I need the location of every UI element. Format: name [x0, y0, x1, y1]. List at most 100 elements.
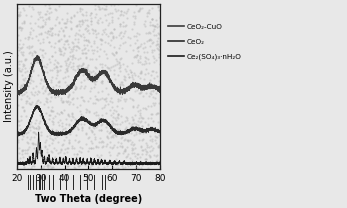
Point: [143, 149, 148, 152]
Point: [113, 77, 118, 81]
Point: [147, 155, 152, 158]
Point: [110, 146, 115, 149]
Point: [61, 43, 67, 46]
Point: [44, 86, 50, 89]
Point: [37, 120, 43, 123]
Point: [48, 109, 54, 113]
Point: [86, 126, 92, 129]
Point: [39, 156, 44, 159]
Point: [95, 32, 101, 35]
Point: [38, 63, 43, 66]
Point: [68, 15, 74, 19]
Point: [62, 75, 68, 78]
Point: [146, 38, 152, 41]
Point: [29, 124, 35, 127]
Point: [61, 52, 67, 55]
Point: [66, 131, 71, 134]
Point: [151, 60, 157, 63]
Point: [54, 112, 60, 115]
Point: [147, 31, 152, 34]
Point: [148, 90, 154, 93]
Point: [109, 119, 115, 123]
Point: [147, 91, 153, 94]
Point: [147, 38, 153, 41]
Point: [47, 92, 53, 95]
Point: [43, 18, 48, 21]
Point: [49, 75, 55, 79]
Point: [133, 89, 138, 93]
Point: [64, 165, 69, 168]
Point: [94, 145, 99, 148]
Point: [44, 12, 49, 16]
Point: [49, 78, 54, 81]
Point: [96, 54, 102, 57]
Point: [63, 135, 69, 139]
Point: [83, 26, 88, 30]
Point: [94, 36, 99, 39]
Point: [129, 62, 135, 65]
Point: [49, 26, 54, 30]
Point: [37, 81, 43, 84]
Point: [24, 131, 29, 134]
Point: [106, 42, 111, 45]
Point: [37, 113, 43, 117]
Point: [19, 68, 25, 71]
Point: [95, 145, 101, 149]
Point: [127, 36, 133, 40]
Point: [27, 128, 33, 131]
Point: [135, 50, 141, 53]
Point: [24, 114, 29, 118]
Point: [104, 99, 109, 103]
Point: [93, 79, 99, 82]
Point: [23, 66, 28, 69]
Point: [31, 50, 37, 53]
Point: [88, 163, 94, 167]
Point: [79, 95, 84, 98]
Point: [54, 70, 60, 73]
Point: [66, 99, 71, 103]
Point: [70, 103, 76, 106]
Point: [69, 146, 75, 150]
Point: [68, 27, 74, 31]
Point: [67, 160, 73, 163]
Point: [89, 141, 94, 145]
Point: [133, 130, 139, 133]
Point: [51, 63, 57, 66]
Point: [137, 159, 143, 162]
Point: [118, 141, 123, 144]
Point: [62, 160, 68, 163]
Point: [112, 4, 117, 7]
Point: [153, 59, 159, 62]
Point: [33, 35, 39, 38]
Point: [103, 52, 109, 56]
Point: [83, 38, 89, 41]
Point: [113, 10, 119, 13]
Point: [120, 41, 126, 45]
Point: [49, 31, 54, 35]
Point: [30, 69, 35, 72]
Point: [81, 35, 87, 39]
Point: [61, 33, 67, 37]
Point: [125, 7, 131, 10]
Point: [64, 147, 70, 150]
Point: [76, 165, 81, 168]
Point: [118, 65, 123, 69]
Point: [67, 141, 72, 145]
Point: [113, 50, 119, 53]
Point: [103, 32, 109, 35]
Point: [116, 8, 121, 11]
Point: [70, 90, 76, 94]
Point: [49, 91, 55, 94]
Point: [39, 25, 45, 29]
Point: [117, 123, 122, 126]
Point: [27, 77, 32, 81]
Point: [42, 146, 48, 149]
Point: [16, 68, 22, 72]
Point: [108, 3, 113, 6]
Point: [139, 152, 144, 156]
Point: [142, 59, 148, 63]
Point: [135, 46, 141, 49]
Point: [153, 101, 158, 104]
Point: [83, 57, 88, 60]
Point: [141, 47, 146, 50]
